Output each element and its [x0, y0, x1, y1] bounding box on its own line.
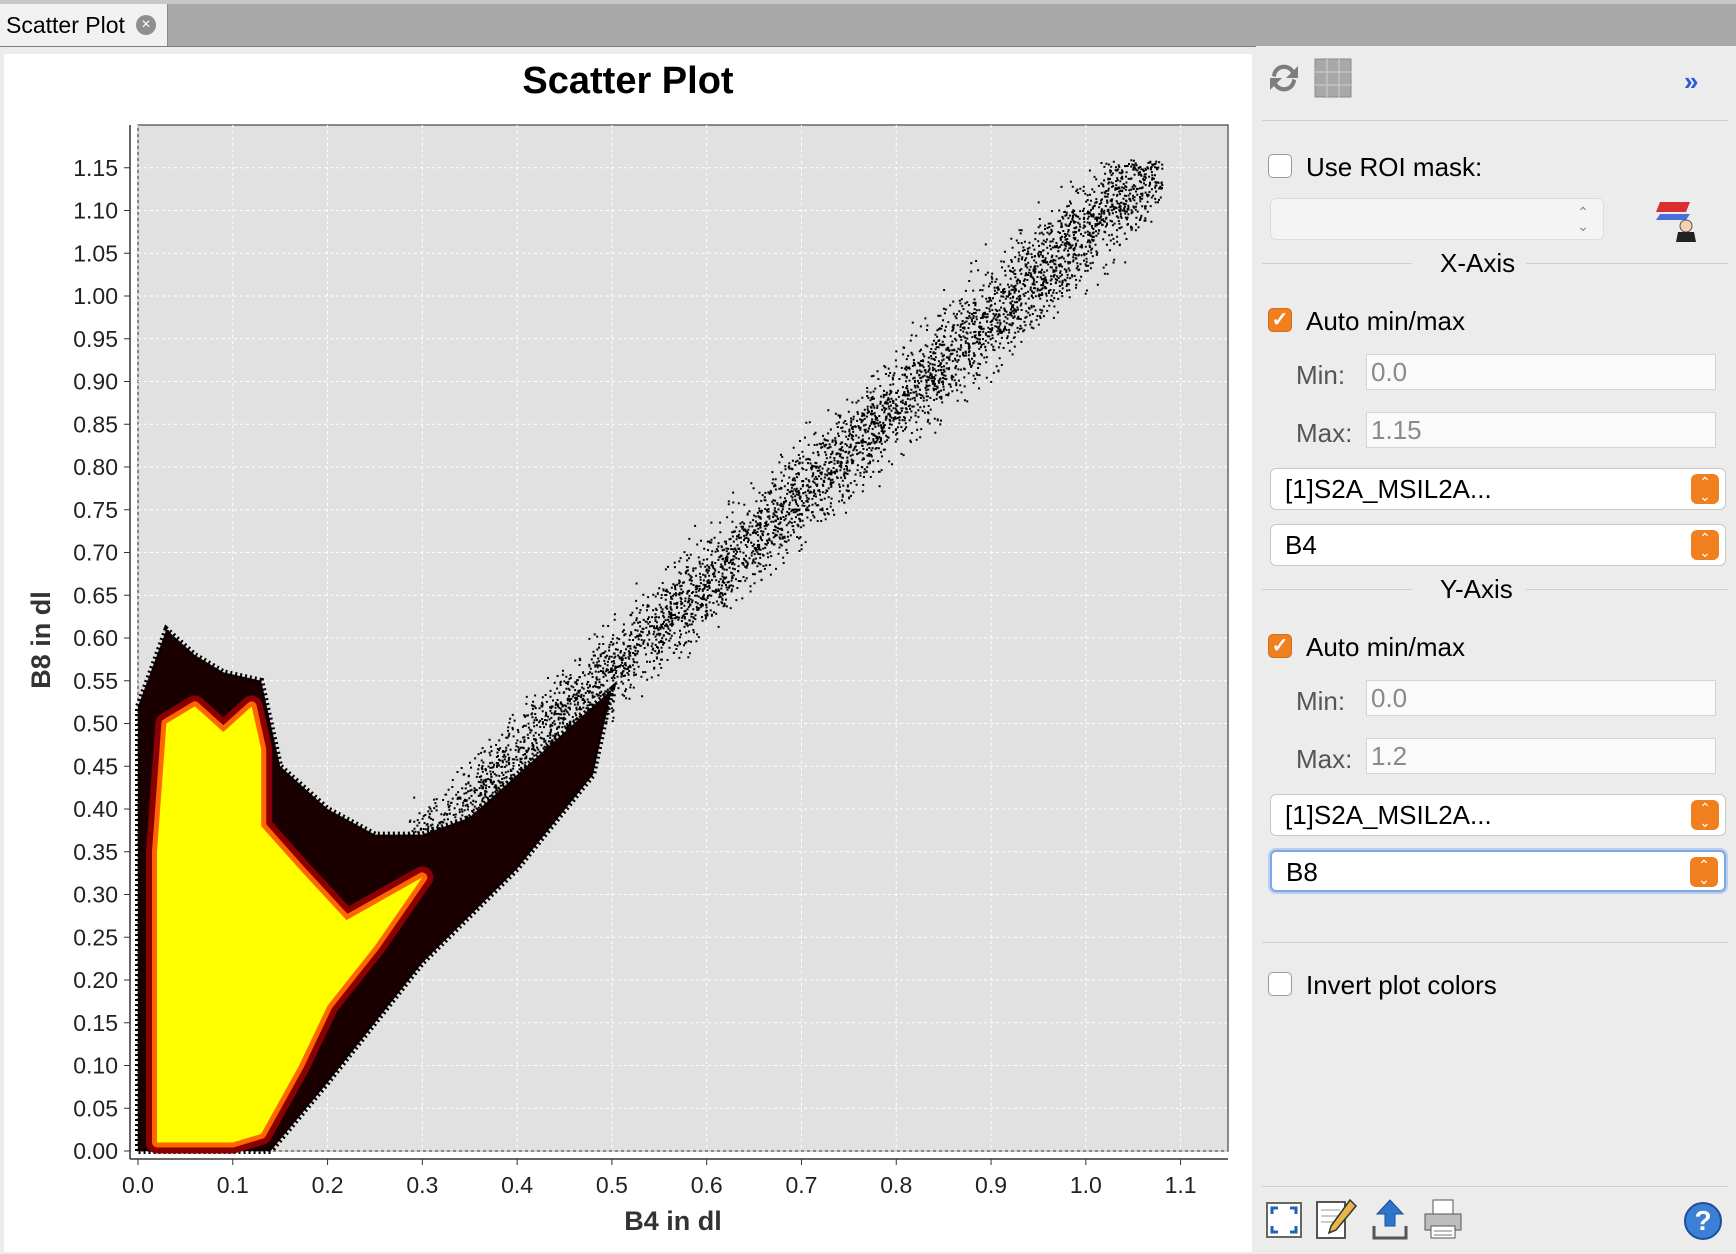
- help-icon[interactable]: ?: [1684, 1202, 1722, 1240]
- roi-mask-label: Use ROI mask:: [1306, 152, 1483, 182]
- x-auto-minmax-label: Auto min/max: [1306, 306, 1465, 336]
- roi-mask-manager-icon[interactable]: [1654, 196, 1700, 242]
- x-auto-minmax-checkbox[interactable]: ✓: [1268, 308, 1292, 332]
- y-tick-label: 0.90: [73, 369, 118, 395]
- x-band-select[interactable]: B4 ⌃ ⌄: [1270, 524, 1726, 566]
- x-max-label: Max:: [1296, 418, 1353, 448]
- x-axis-label: B4 in dl: [624, 1206, 722, 1236]
- y-product-select[interactable]: [1]S2A_MSIL2A... ⌃ ⌄: [1270, 794, 1726, 836]
- y-max-field[interactable]: 1.2: [1366, 738, 1716, 774]
- x-axis-divider-right: [1526, 263, 1728, 264]
- x-tick-label: 0.3: [406, 1172, 438, 1198]
- x-tick-label: 0.6: [691, 1172, 723, 1198]
- y-tick-label: 0.75: [73, 497, 118, 523]
- y-tick-label: 0.65: [73, 582, 118, 608]
- roi-mask-checkbox[interactable]: [1268, 154, 1292, 178]
- y-tick-label: 0.30: [73, 882, 118, 908]
- x-tick-label: 1.1: [1165, 1172, 1197, 1198]
- x-tick-label: 0.4: [501, 1172, 533, 1198]
- y-auto-minmax-label: Auto min/max: [1306, 632, 1465, 662]
- y-max-label: Max:: [1296, 744, 1353, 774]
- x-product-value: [1]S2A_MSIL2A...: [1285, 474, 1492, 504]
- tab-bar: Scatter Plot ×: [0, 0, 1736, 47]
- refresh-icon[interactable]: [1264, 58, 1304, 98]
- collapse-panel-button[interactable]: »: [1684, 66, 1699, 96]
- edit-icon[interactable]: [1314, 1196, 1358, 1242]
- x-max-field[interactable]: 1.15: [1366, 412, 1716, 448]
- x-tick-label: 0.8: [880, 1172, 912, 1198]
- x-tick-label: 0.5: [596, 1172, 628, 1198]
- y-tick-label: 0.70: [73, 540, 118, 566]
- tab-scatter-plot[interactable]: Scatter Plot ×: [0, 4, 168, 46]
- chevron-updown-icon: ⌃ ⌄: [1691, 530, 1719, 560]
- close-icon[interactable]: ×: [136, 15, 156, 35]
- chevron-updown-icon: ⌃ ⌄: [1691, 474, 1719, 504]
- print-icon[interactable]: [1422, 1196, 1464, 1242]
- y-tick-label: 0.25: [73, 924, 118, 950]
- x-tick-label: 0.0: [122, 1172, 154, 1198]
- y-tick-label: 0.50: [73, 711, 118, 737]
- roi-mask-select[interactable]: ⌃ ⌄: [1270, 198, 1604, 240]
- x-tick-label: 0.9: [975, 1172, 1007, 1198]
- y-band-select[interactable]: B8 ⌃ ⌄: [1270, 850, 1726, 892]
- chevron-updown-icon: ⌃ ⌄: [1577, 204, 1589, 234]
- grid-table-icon[interactable]: [1314, 58, 1352, 98]
- y-tick-label: 0.45: [73, 753, 118, 779]
- y-tick-label: 0.95: [73, 326, 118, 352]
- y-min-label: Min:: [1296, 686, 1346, 716]
- zoom-all-icon[interactable]: [1264, 1200, 1304, 1240]
- scatter-chart[interactable]: 0.0 0.1 0.2 0.3 0.4 0.5 0.6 0.7 0.8 0.9 1.0 1.1 0.00…: [0, 0, 1256, 1254]
- x-axis-divider-left: [1262, 263, 1412, 264]
- side-panel: » Use ROI mask: ⌃ ⌄ X-Axis ✓ Auto min/max…: [1256, 46, 1736, 1254]
- x-product-select[interactable]: [1]S2A_MSIL2A... ⌃ ⌄: [1270, 468, 1726, 510]
- density-region-high: [157, 706, 423, 1143]
- chevron-updown-icon: ⌃ ⌄: [1691, 800, 1719, 830]
- y-band-value: B8: [1286, 857, 1318, 887]
- toolbar-divider: [1262, 120, 1728, 121]
- x-min-label: Min:: [1296, 360, 1346, 390]
- invert-colors-checkbox[interactable]: [1268, 972, 1292, 996]
- y-tick-label: 1.10: [73, 198, 118, 224]
- y-axis-header: Y-Axis: [1440, 574, 1513, 604]
- y-tick-label: 0.10: [73, 1053, 118, 1079]
- y-tick-label: 0.20: [73, 967, 118, 993]
- invert-colors-label: Invert plot colors: [1306, 970, 1497, 1000]
- tab-label: Scatter Plot: [6, 12, 125, 38]
- x-tick-label: 1.0: [1070, 1172, 1102, 1198]
- y-tick-label: 0.05: [73, 1095, 118, 1121]
- chart-title: Scatter Plot: [522, 60, 734, 102]
- y-tick-label: 0.85: [73, 411, 118, 437]
- x-tick-label: 0.1: [217, 1172, 249, 1198]
- y-axis-divider-left: [1262, 589, 1412, 590]
- options-divider: [1262, 942, 1728, 943]
- x-axis-header: X-Axis: [1440, 248, 1516, 278]
- x-tick-label: 0.2: [312, 1172, 344, 1198]
- y-tick-label: 1.15: [73, 155, 118, 181]
- y-product-value: [1]S2A_MSIL2A...: [1285, 800, 1492, 830]
- bottom-divider: [1262, 1186, 1728, 1187]
- x-min-field[interactable]: 0.0: [1366, 354, 1716, 390]
- y-tick-label: 0.60: [73, 625, 118, 651]
- y-tick-label: 0.80: [73, 454, 118, 480]
- y-tick-label: 1.00: [73, 283, 118, 309]
- y-min-field[interactable]: 0.0: [1366, 680, 1716, 716]
- tab-bar-top-line: [0, 0, 1736, 4]
- y-tick-label: 0.15: [73, 1010, 118, 1036]
- y-tick-label: 1.05: [73, 240, 118, 266]
- y-tick-label: 0.35: [73, 839, 118, 865]
- y-tick-label: 0.55: [73, 668, 118, 694]
- y-axis-label: B8 in dl: [26, 591, 56, 689]
- y-axis-divider-right: [1526, 589, 1728, 590]
- y-auto-minmax-checkbox[interactable]: ✓: [1268, 634, 1292, 658]
- y-tick-label: 0.40: [73, 796, 118, 822]
- export-icon[interactable]: [1370, 1196, 1410, 1242]
- x-tick-label: 0.7: [785, 1172, 817, 1198]
- chevron-updown-icon: ⌃ ⌄: [1690, 857, 1718, 887]
- x-band-value: B4: [1285, 530, 1317, 560]
- y-tick-label: 0.00: [73, 1138, 118, 1164]
